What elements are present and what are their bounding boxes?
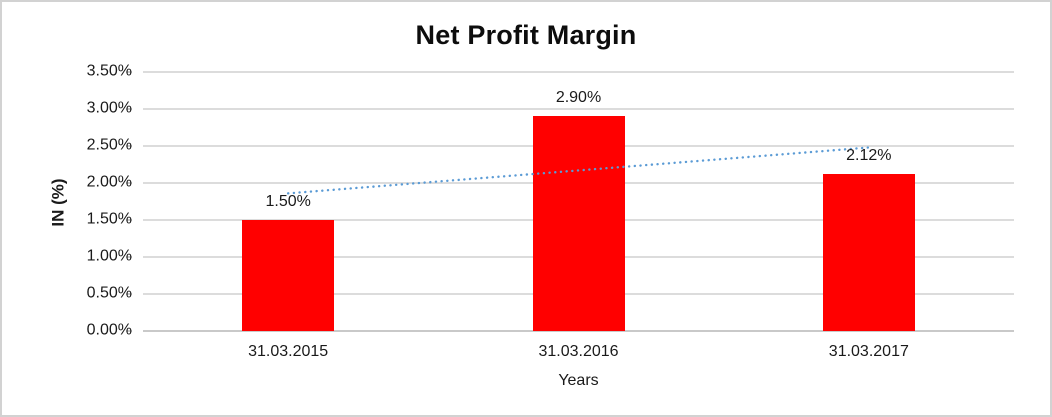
y-axis-tick-mark — [126, 256, 132, 258]
y-tick-label: 1.00% — [86, 247, 132, 265]
y-axis-tick-mark — [126, 293, 132, 295]
y-tick-label: 0.50% — [86, 284, 132, 302]
y-tick-label: 0.00% — [86, 321, 132, 339]
x-category-label: 31.03.2017 — [828, 343, 909, 360]
y-axis-tick-mark — [126, 219, 132, 221]
x-category-label: 31.03.2016 — [538, 343, 619, 360]
y-axis-tick-mark — [126, 108, 132, 110]
bar — [242, 220, 335, 331]
data-label: 2.90% — [555, 89, 602, 107]
data-label: 2.12% — [846, 147, 892, 165]
gridline — [143, 108, 1014, 110]
x-axis-title: Years — [558, 372, 599, 389]
bar — [532, 116, 625, 331]
chart-title: Net Profit Margin — [415, 20, 637, 50]
y-axis-tick-mark — [126, 145, 132, 147]
y-axis-tick-mark — [126, 330, 132, 332]
y-tick-label: 2.00% — [86, 173, 132, 191]
bar — [822, 174, 915, 331]
x-category-label: 31.03.2015 — [248, 343, 329, 360]
data-label: 1.50% — [265, 193, 311, 210]
y-axis-tick-mark — [126, 182, 132, 184]
gridline — [143, 71, 1014, 73]
y-axis-tick-mark — [126, 71, 132, 73]
y-tick-label: 1.50% — [86, 210, 132, 228]
y-tick-label: 2.50% — [86, 136, 132, 154]
x-axis-line — [143, 330, 1014, 332]
y-tick-label: 3.00% — [86, 99, 132, 117]
y-tick-label: 3.50% — [86, 62, 132, 80]
